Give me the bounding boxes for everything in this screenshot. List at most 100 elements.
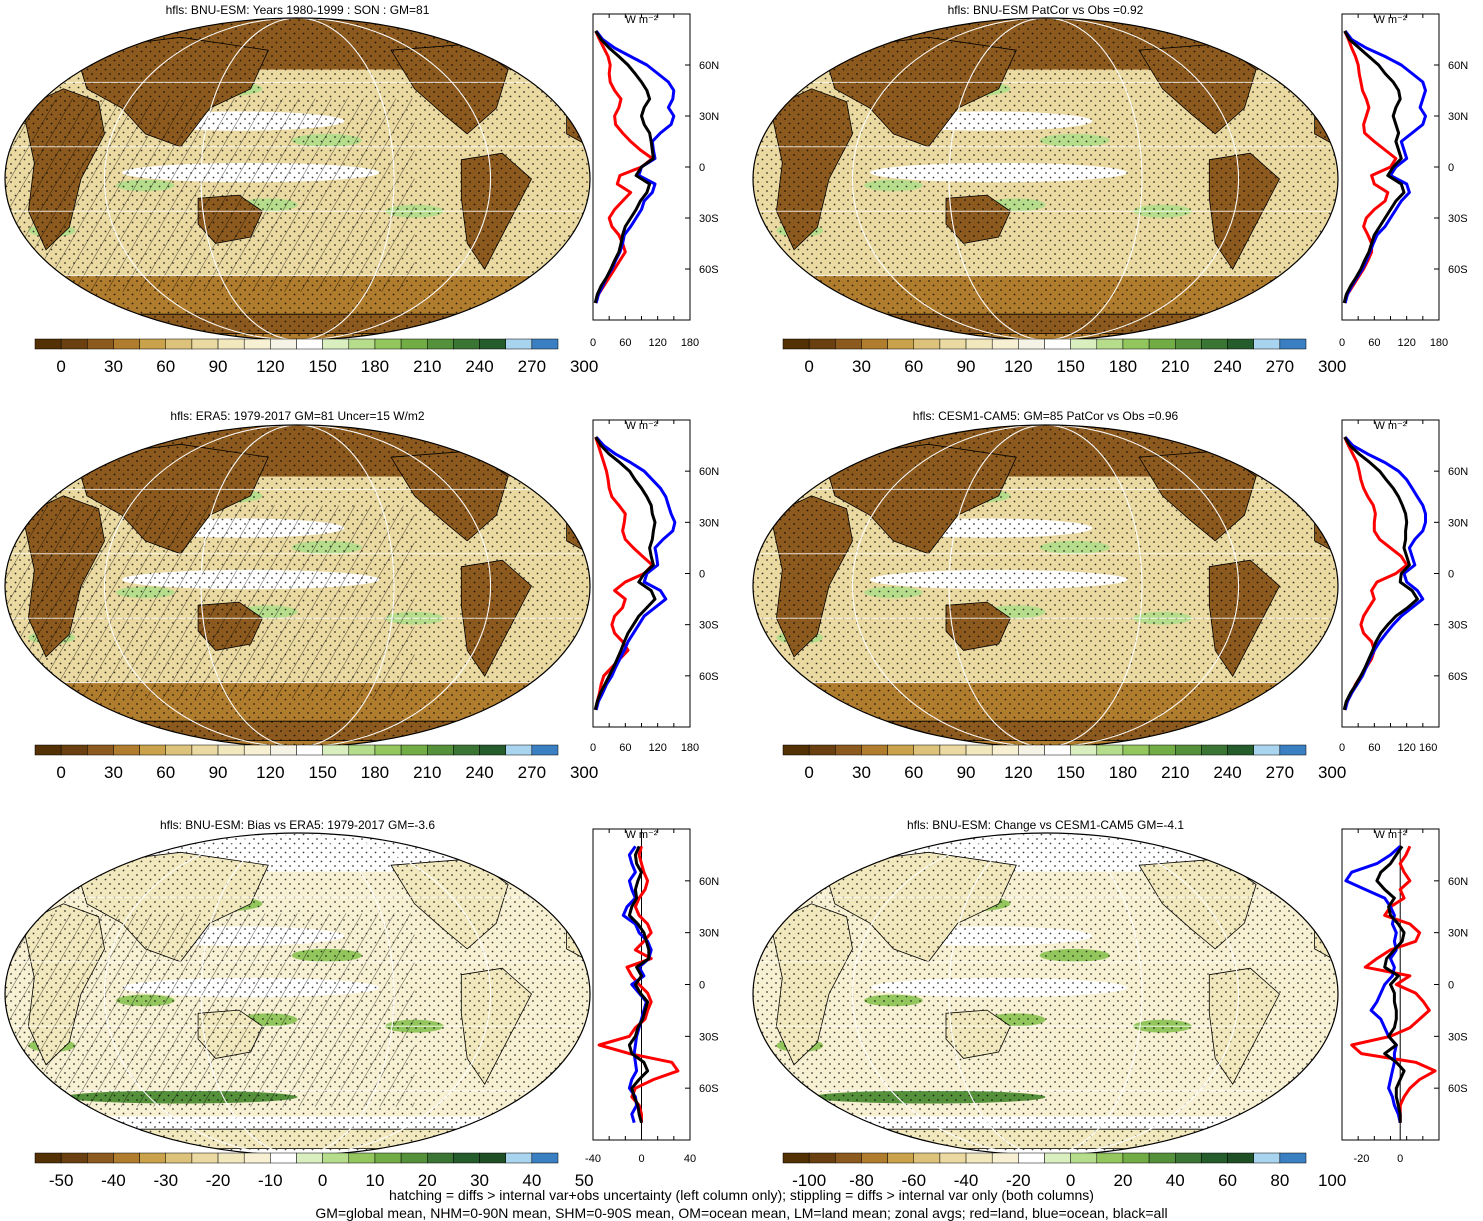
profile-unit: W m⁻²	[1374, 829, 1406, 841]
colorbar-swatch	[60, 744, 88, 756]
colorbar-swatch	[400, 744, 428, 756]
colorbar-swatch	[400, 1152, 428, 1164]
panel-4: hfls: CESM1-CAM5: GM=85 PatCor vs Obs =0…	[752, 409, 1468, 782]
colorbar-swatch	[939, 1152, 967, 1164]
colorbar-swatch	[165, 338, 193, 350]
colorbar-swatch	[374, 1152, 402, 1164]
lat-label: 60S	[699, 671, 719, 683]
colorbar-swatch	[1227, 338, 1254, 350]
colorbar-swatch	[782, 338, 810, 350]
colorbar-swatch	[139, 338, 167, 350]
graticule-meridian	[103, 833, 492, 1155]
footer-legend-note: GM=global mean, NHM=0-90N mean, SHM=0-90…	[315, 1205, 1168, 1221]
colorbar-label: 150	[308, 357, 336, 376]
colorbar: -100 -80 -60 -40 -20 0 20 40 60 80 100	[782, 1152, 1346, 1190]
colorbar-swatch	[1227, 744, 1254, 756]
colorbar-swatch	[34, 338, 62, 350]
colorbar-label: 300	[1318, 763, 1346, 782]
colorbar-label: 0	[1066, 1171, 1075, 1190]
lat-label: 60N	[1448, 876, 1468, 888]
colorbar-label: 20	[418, 1171, 437, 1190]
lat-label: 0	[1448, 162, 1454, 174]
colorbar-label: -80	[849, 1171, 874, 1190]
panel-title: hfls: ERA5: 1979-2017 GM=81 Uncer=15 W/m…	[170, 409, 424, 423]
colorbar-swatch	[1201, 1152, 1228, 1164]
colorbar-swatch	[1253, 1152, 1281, 1164]
zonal-profile: W m⁻² 60N 30N 0 30S 60S 0 60 120 160	[1339, 419, 1468, 754]
colorbar-swatch	[348, 1152, 376, 1164]
colorbar-label: -20	[206, 1171, 231, 1190]
lat-label: 30S	[1448, 1031, 1468, 1043]
colorbar-swatch	[243, 338, 271, 350]
lat-label: 60N	[699, 876, 719, 888]
colorbar-label: 30	[470, 1171, 489, 1190]
panel-2: hfls: BNU-ESM PatCor vs Obs =0.92 0 30 60 90…	[752, 3, 1468, 376]
series-line-all	[1342, 436, 1419, 711]
colorbar-swatch	[34, 744, 62, 756]
colorbar-swatch	[887, 338, 914, 350]
colorbar-swatch	[1122, 1152, 1150, 1164]
stippling	[753, 833, 1338, 1155]
map	[753, 18, 1338, 340]
colorbar-label: 270	[1266, 357, 1294, 376]
colorbar-swatch	[505, 338, 533, 350]
graticule-meridian	[103, 18, 492, 340]
map	[753, 833, 1338, 1155]
colorbar-swatch	[427, 1152, 454, 1164]
colorbar-label: 0	[56, 357, 65, 376]
panel-title: hfls: CESM1-CAM5: GM=85 PatCor vs Obs =0…	[913, 409, 1179, 423]
colorbar-swatch	[453, 744, 480, 756]
colorbar-swatch	[1279, 1152, 1307, 1164]
colorbar-swatch	[243, 744, 271, 756]
lat-label: 30N	[1448, 517, 1468, 529]
colorbar-label: -60	[901, 1171, 926, 1190]
lat-label: 30N	[1448, 111, 1468, 123]
colorbar-swatch	[835, 1152, 862, 1164]
lat-label: 60S	[1448, 264, 1468, 276]
colorbar-swatch	[191, 1152, 219, 1164]
zonal-profile: W m⁻² 60N 30N 0 30S 60S 0 60 120 180	[590, 13, 719, 349]
colorbar-label: -30	[153, 1171, 178, 1190]
colorbar-label: -10	[258, 1171, 283, 1190]
colorbar: 0 30 60 90 120 150 180 210 240 270 300	[34, 338, 598, 376]
map	[5, 425, 590, 747]
colorbar-label: 80	[1270, 1171, 1289, 1190]
lat-label: 30N	[699, 111, 719, 123]
x-tick-label: -40	[585, 1153, 601, 1165]
panel-5: hfls: BNU-ESM: Bias vs ERA5: 1979-2017 G…	[4, 818, 719, 1190]
panel-title: hfls: BNU-ESM PatCor vs Obs =0.92	[948, 3, 1144, 17]
colorbar-swatch	[60, 1152, 88, 1164]
colorbar-swatch	[505, 744, 533, 756]
colorbar-label: 210	[413, 357, 441, 376]
colorbar-swatch	[479, 744, 506, 756]
colorbar-swatch	[1148, 338, 1176, 350]
graticule-meridian	[851, 18, 1240, 340]
stippling	[753, 18, 1338, 340]
colorbar-swatch	[427, 338, 454, 350]
zonal-profile: W m⁻² 60N 30N 0 30S 60S -20 0	[1341, 828, 1468, 1165]
colorbar-swatch	[243, 1152, 271, 1164]
colorbar-swatch	[1018, 744, 1045, 756]
colorbar-swatch	[34, 1152, 62, 1164]
colorbar-swatch	[270, 1152, 297, 1164]
colorbar-swatch	[1096, 338, 1124, 350]
colorbar-swatch	[217, 338, 245, 350]
colorbar-swatch	[1070, 744, 1098, 756]
colorbar-swatch	[965, 338, 993, 350]
panel-title: hfls: BNU-ESM: Bias vs ERA5: 1979-2017 G…	[160, 818, 435, 832]
colorbar-swatch	[835, 744, 862, 756]
x-tick-label: 180	[681, 742, 699, 754]
series-line-all	[1375, 845, 1406, 1123]
series-line-all	[593, 436, 657, 711]
graticule-meridian	[200, 833, 395, 1155]
colorbar-label: 180	[1109, 763, 1137, 782]
lat-label: 0	[699, 162, 705, 174]
colorbar-label: 120	[1004, 357, 1032, 376]
colorbar-swatch	[1148, 1152, 1176, 1164]
colorbar-swatch	[191, 744, 219, 756]
colorbar-swatch	[1175, 338, 1202, 350]
x-tick-label: 120	[648, 337, 666, 349]
panel-title: hfls: BNU-ESM: Years 1980-1999 : SON : G…	[166, 3, 430, 17]
colorbar-swatch	[217, 744, 245, 756]
zonal-profile: W m⁻² 60N 30N 0 30S 60S 0 60 120 180	[590, 419, 719, 754]
